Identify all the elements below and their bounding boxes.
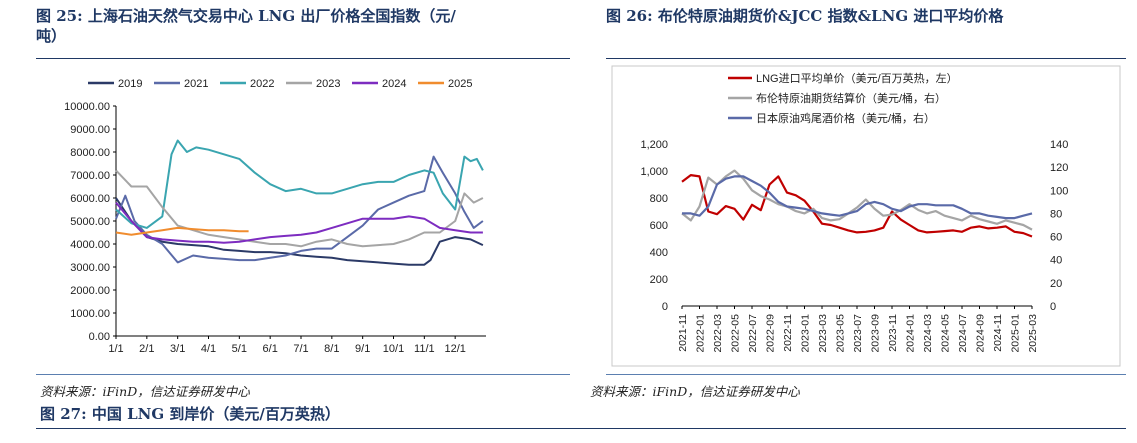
- legend-label: 日本原油鸡尾酒价格（美元/桶，右）: [756, 111, 935, 125]
- y-tick-label: 9000.00: [70, 124, 110, 136]
- fig27-title-rule: [36, 428, 1126, 429]
- x-tick-label: 2024-09: [975, 314, 987, 353]
- y-tick-label: 10000.00: [64, 101, 110, 113]
- y-tick-label: 6000.00: [70, 193, 110, 205]
- chart-lng-index: 2019 2021 2022 2023 2024 2025 0.00 1000.00 2000.…: [64, 78, 486, 355]
- y-tick-label: 4000.00: [70, 239, 110, 251]
- legend-label-2023: 2023: [316, 78, 340, 90]
- x-tick-label: 2024-11: [992, 314, 1004, 352]
- x-tick-label: 2022-05: [730, 314, 742, 353]
- legend-label-2021: 2021: [184, 78, 208, 90]
- series-line-2021: [115, 155, 484, 264]
- y-left-tick-label: 400: [650, 247, 668, 259]
- fig25-title: 图 25: 上海石油天然气交易中心 LNG 出厂价格全国指数（元/ 吨）: [36, 6, 566, 46]
- x-tick-label: 2023-05: [835, 314, 847, 353]
- x-tick-label: 10/1: [383, 343, 404, 355]
- x-tick-label: 2022-01: [695, 314, 707, 353]
- fig25-title-line2: 吨）: [36, 27, 67, 45]
- y-left-tick-label: 800: [650, 193, 668, 205]
- series-line-2: [682, 175, 1033, 220]
- x-tick-label: 2023-01: [800, 314, 812, 353]
- x-tick-label: 2022-11: [782, 314, 794, 352]
- x-tick-label: 2024-01: [905, 314, 917, 353]
- x-tick-label: 2/1: [139, 343, 154, 355]
- x-tick-label: 2022-09: [765, 314, 777, 353]
- x-tick-label: 6/1: [263, 343, 278, 355]
- y-tick-label: 1000.00: [70, 308, 110, 320]
- x-tick-label: 9/1: [355, 343, 370, 355]
- y-right-tick-label: 80: [1050, 208, 1062, 220]
- y-right-tick-label: 40: [1050, 255, 1062, 267]
- x-tick-label: 2022-07: [747, 314, 759, 353]
- x-tick-label: 2024-05: [940, 314, 952, 353]
- legend-label-2024: 2024: [382, 78, 406, 90]
- y-right-tick-label: 120: [1050, 162, 1068, 174]
- x-tick-label: 1/1: [108, 343, 123, 355]
- y-right-tick-label: 0: [1050, 301, 1056, 313]
- x-tick-label: 3/1: [170, 343, 185, 355]
- fig25-bottom-rule: [36, 374, 570, 375]
- x-tick-label: 2023-03: [817, 314, 829, 353]
- x-tick-label: 2021-11: [677, 314, 689, 352]
- y-right-tick-label: 60: [1050, 232, 1062, 244]
- legend-label: 布伦特原油期货结算价（美元/桶，右）: [756, 91, 946, 105]
- chart-brent-jcc-lng: LNG进口平均单价（美元/百万英热，左） 布伦特原油期货结算价（美元/桶，右） 日本…: [611, 65, 1121, 367]
- y-left-tick-label: 1,000: [640, 166, 668, 178]
- y-left-tick-label: 600: [650, 220, 668, 232]
- y-left-tick-label: 200: [650, 274, 668, 286]
- x-tick-label: 5/1: [232, 343, 247, 355]
- x-tick-label: 2024-07: [957, 314, 969, 353]
- fig26-title: 图 26: 布伦特原油期货价&JCC 指数&LNG 进口平均价格: [606, 7, 1004, 25]
- y-right-tick-label: 20: [1050, 278, 1062, 290]
- fig27-title: 图 27: 中国 LNG 到岸价（美元/百万英热）: [40, 405, 340, 423]
- y-tick-label: 0.00: [89, 331, 110, 343]
- x-tick-label: 2024-03: [922, 314, 934, 353]
- legend-label-2019: 2019: [118, 78, 142, 90]
- fig25-title-rule: [36, 58, 570, 59]
- x-tick-label: 4/1: [201, 343, 216, 355]
- fig26-source: 资料来源：iFinD，信达证券研发中心: [590, 384, 800, 399]
- fig26-title-rule: [606, 58, 1126, 59]
- x-tick-label: 2022-03: [712, 314, 724, 353]
- series-line-2022: [115, 139, 484, 229]
- x-tick-label: 2023-09: [870, 314, 882, 353]
- x-tick-label: 7/1: [293, 343, 308, 355]
- x-tick-label: 12/1: [444, 343, 465, 355]
- x-tick-label: 2025-03: [1027, 314, 1039, 353]
- x-tick-label: 2025-01: [1010, 314, 1022, 353]
- series-line-2023: [115, 169, 484, 248]
- y-tick-label: 2000.00: [70, 285, 110, 297]
- legend-label-2022: 2022: [250, 78, 274, 90]
- x-tick-label: 2023-11: [887, 314, 899, 352]
- y-tick-label: 8000.00: [70, 147, 110, 159]
- series-line-2019: [115, 197, 484, 266]
- y-left-tick-label: 0: [662, 301, 668, 313]
- chart-frame: [611, 65, 1121, 367]
- x-tick-label: 2023-07: [852, 314, 864, 353]
- y-right-tick-label: 100: [1050, 185, 1068, 197]
- y-tick-label: 5000.00: [70, 216, 110, 228]
- fig25-title-line1: 图 25: 上海石油天然气交易中心 LNG 出厂价格全国指数（元/: [36, 7, 456, 25]
- y-tick-label: 7000.00: [70, 170, 110, 182]
- y-right-tick-label: 140: [1050, 139, 1068, 151]
- legend-label-2025: 2025: [448, 78, 472, 90]
- y-left-tick-label: 1,200: [640, 139, 668, 151]
- y-tick-label: 3000.00: [70, 262, 110, 274]
- series-line-2025: [115, 226, 249, 236]
- x-tick-label: 11/1: [414, 343, 435, 355]
- fig25-source: 资料来源：iFinD，信达证券研发中心: [40, 384, 250, 399]
- legend-label: LNG进口平均单价（美元/百万英热，左）: [756, 71, 958, 85]
- series-line-2024: [115, 201, 483, 244]
- series-line-0: [681, 174, 1033, 238]
- series-line-1: [681, 169, 1033, 231]
- fig26-bottom-rule: [606, 374, 1126, 375]
- x-tick-label: 8/1: [324, 343, 339, 355]
